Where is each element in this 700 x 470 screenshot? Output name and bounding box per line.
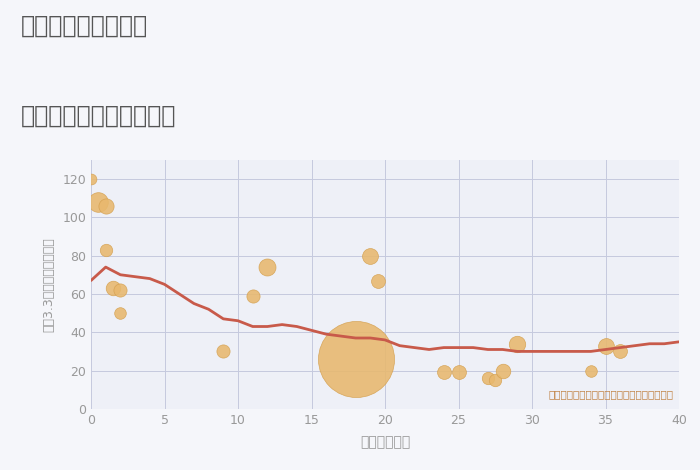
Point: [497, 367, 508, 374]
Point: [438, 369, 449, 376]
Point: [350, 355, 361, 363]
Point: [115, 286, 126, 294]
X-axis label: 築年数（年）: 築年数（年）: [360, 435, 410, 449]
Point: [453, 369, 464, 376]
Y-axis label: 坪（3.3㎡）単価（万円）: 坪（3.3㎡）単価（万円）: [42, 237, 55, 332]
Text: 築年数別中古戸建て価格: 築年数別中古戸建て価格: [21, 103, 176, 127]
Point: [365, 252, 376, 259]
Point: [100, 202, 111, 210]
Point: [600, 342, 611, 349]
Point: [512, 340, 523, 347]
Point: [585, 367, 596, 374]
Point: [100, 246, 111, 254]
Point: [615, 348, 626, 355]
Point: [85, 175, 97, 183]
Point: [482, 375, 493, 382]
Point: [490, 376, 501, 384]
Text: 円の大きさは、取引のあった物件面積を示す: 円の大きさは、取引のあった物件面積を示す: [548, 389, 673, 399]
Point: [108, 284, 119, 292]
Point: [372, 277, 384, 284]
Point: [218, 348, 229, 355]
Text: 埼玉県飯能市平松の: 埼玉県飯能市平松の: [21, 14, 148, 38]
Point: [247, 292, 258, 299]
Point: [92, 198, 104, 206]
Point: [262, 263, 273, 271]
Point: [115, 309, 126, 317]
